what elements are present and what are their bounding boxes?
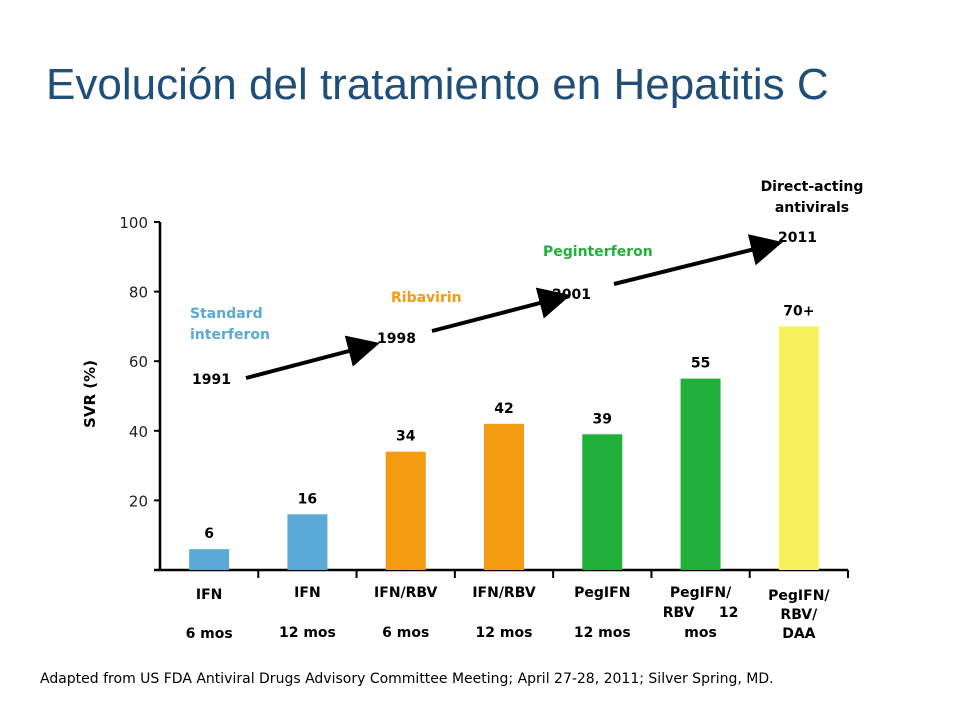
bar-value-label: 42	[494, 401, 513, 417]
x-category-label: IFN/RBV	[374, 585, 437, 601]
x-category-label: PegIFN/	[670, 585, 732, 601]
milestone-name: Peginterferon	[543, 244, 653, 260]
timeline-arrow	[613, 234, 783, 286]
x-category-sublabel: 6 mos	[382, 625, 429, 641]
footnote: Adapted from US FDA Antiviral Drugs Advi…	[40, 671, 774, 687]
bar-value-label: 70+	[783, 303, 814, 319]
page-title: Evolución del tratamiento en Hepatitis C	[46, 60, 829, 109]
x-category-sublabel: 12 mos	[476, 625, 533, 641]
milestone-name: Ribavirin	[391, 290, 462, 306]
bar	[680, 378, 721, 570]
milestone-name: interferon	[190, 327, 270, 343]
y-tick-label: 40	[129, 423, 148, 441]
x-category-label: PegIFN	[574, 585, 630, 601]
bar-value-label: 34	[396, 429, 416, 445]
x-category-label: PegIFN/	[768, 588, 830, 604]
bar-value-label: 6	[204, 526, 214, 542]
milestone-name: Standard	[190, 306, 263, 322]
milestone-year: 1998	[377, 331, 416, 347]
x-category-sublabel: 6 mos	[186, 626, 233, 642]
bar	[189, 549, 230, 570]
y-axis-title: SVR (%)	[81, 360, 99, 428]
bar	[385, 451, 426, 570]
bar-value-label: 39	[593, 411, 612, 427]
milestone-year: 2011	[778, 230, 817, 246]
bar	[778, 326, 819, 570]
bar	[582, 434, 623, 570]
x-category-label: IFN	[196, 587, 223, 603]
bar-value-label: 16	[298, 491, 317, 507]
timeline-arrow	[245, 335, 380, 380]
x-category-label: DAA	[782, 626, 815, 642]
x-category-label: mos	[684, 625, 717, 641]
x-category-label: RBV 12	[663, 605, 739, 621]
bar	[287, 514, 328, 570]
y-tick-label: 100	[119, 214, 148, 232]
x-category-label: IFN/RBV	[472, 585, 535, 601]
timeline-arrow	[431, 287, 571, 333]
x-category-label: IFN	[294, 585, 321, 601]
x-category-sublabel: 12 mos	[574, 625, 631, 641]
milestone-year: 2001	[552, 287, 591, 303]
bar-value-label: 55	[691, 356, 710, 372]
y-tick-label: 20	[129, 492, 148, 510]
bar	[484, 423, 524, 570]
milestone-name: antivirals	[775, 200, 849, 216]
y-tick-label: 60	[129, 353, 148, 371]
x-category-label: RBV/	[780, 607, 818, 623]
milestone-year: 1991	[192, 372, 231, 388]
milestone-name: Direct-acting	[761, 179, 864, 195]
y-tick-label: 80	[129, 284, 148, 302]
x-category-sublabel: 12 mos	[279, 625, 336, 641]
